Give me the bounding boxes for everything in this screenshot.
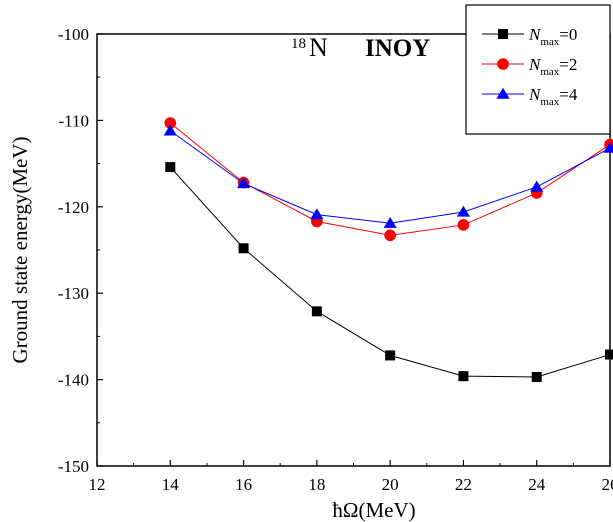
y-tick-label: -100 bbox=[58, 25, 89, 44]
legend: Nmax=0 Nmax=2 Nmax=4 bbox=[465, 4, 611, 135]
series-2 bbox=[163, 124, 613, 228]
data-point bbox=[310, 208, 324, 220]
x-tick-label: 22 bbox=[455, 475, 472, 494]
y-tick-label: -120 bbox=[58, 198, 89, 217]
data-point bbox=[164, 117, 177, 129]
legend-marker bbox=[496, 87, 510, 99]
axis-ticks: 12 14 16 18 20 22 24 26 -100 -110 -120 -130 -140 -150 bbox=[58, 25, 613, 494]
data-point bbox=[531, 372, 542, 383]
series-line bbox=[169, 166, 611, 378]
title-mass-number: 18 bbox=[291, 36, 306, 52]
y-tick-label: -110 bbox=[58, 111, 89, 130]
x-tick-label: 18 bbox=[308, 475, 325, 494]
legend-label: Nmax=0 bbox=[528, 25, 577, 48]
x-tick-label: 26 bbox=[602, 475, 613, 494]
data-point bbox=[457, 219, 470, 231]
data-point bbox=[383, 216, 397, 228]
x-axis-title: ħΩ(MeV) bbox=[332, 498, 415, 522]
data-point bbox=[458, 371, 469, 382]
data-point bbox=[165, 162, 176, 173]
legend-label: Nmax=4 bbox=[528, 85, 578, 108]
data-point bbox=[311, 306, 322, 317]
title-nucleus: N bbox=[309, 33, 328, 62]
x-tick-label: 16 bbox=[235, 475, 252, 494]
data-point bbox=[385, 350, 396, 361]
data-point bbox=[605, 349, 613, 360]
series-layer bbox=[163, 117, 613, 383]
data-point bbox=[238, 243, 249, 254]
legend-box bbox=[465, 4, 611, 135]
data-point bbox=[530, 180, 544, 192]
x-tick-label: 20 bbox=[382, 475, 399, 494]
legend-item-1: Nmax=2 bbox=[482, 55, 577, 78]
legend-item-0: Nmax=0 bbox=[482, 25, 577, 48]
data-point bbox=[384, 229, 396, 242]
x-tick-label: 12 bbox=[89, 475, 106, 494]
data-point bbox=[456, 205, 470, 217]
x-tick-label: 24 bbox=[528, 475, 546, 494]
legend-label: Nmax=2 bbox=[528, 55, 577, 78]
legend-item-2: Nmax=4 bbox=[482, 85, 578, 108]
data-point bbox=[163, 124, 177, 136]
title-interaction: INOY bbox=[365, 35, 430, 62]
legend-items: Nmax=0 Nmax=2 Nmax=4 bbox=[482, 25, 578, 108]
y-tick-label: -140 bbox=[58, 371, 89, 390]
data-point bbox=[603, 141, 613, 153]
legend-marker bbox=[497, 58, 509, 70]
data-point bbox=[237, 177, 251, 189]
y-tick-label: -150 bbox=[58, 457, 89, 476]
legend-marker bbox=[498, 29, 508, 39]
x-tick-label: 14 bbox=[162, 475, 180, 494]
series-0 bbox=[165, 162, 613, 383]
y-axis-title: Ground state energy(MeV) bbox=[8, 136, 32, 363]
y-tick-label: -130 bbox=[58, 284, 89, 303]
